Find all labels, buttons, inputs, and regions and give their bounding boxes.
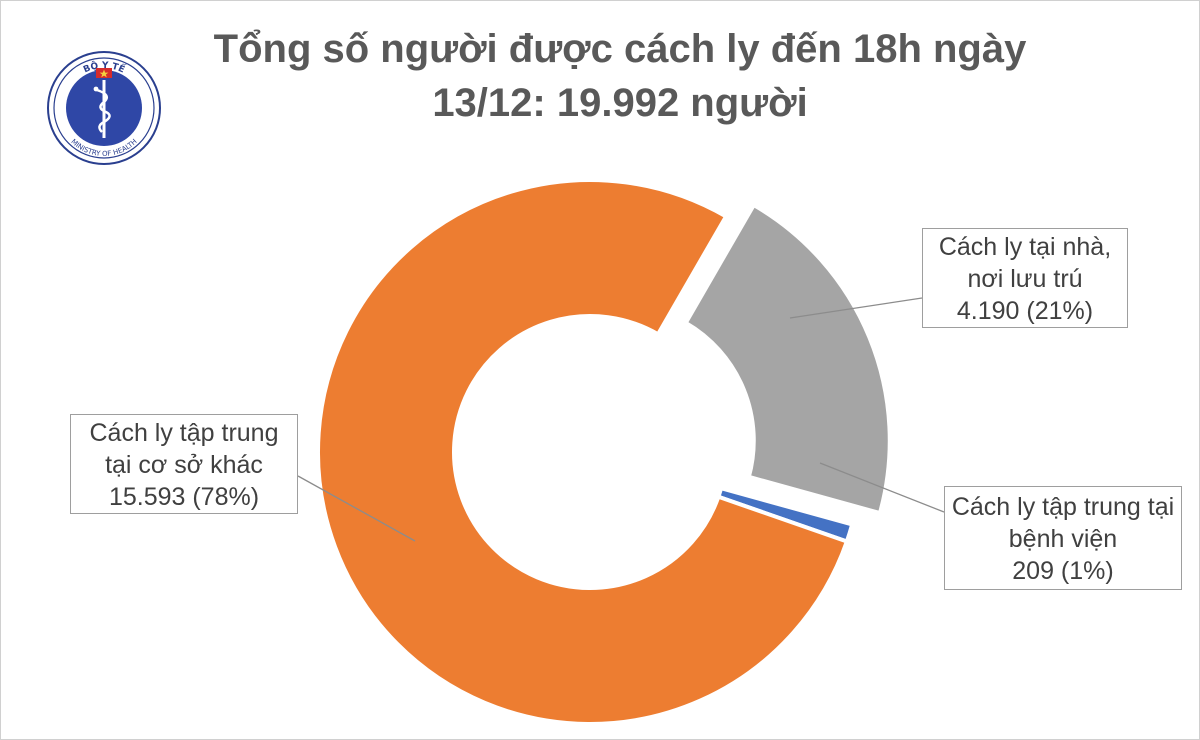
label-hospital-line-2: bệnh viện <box>1008 525 1118 553</box>
label-central-quarantine: Cách ly tập trung tại cơ sở khác 15.593 … <box>70 414 298 514</box>
label-center-line-2: tại cơ sở khác <box>105 451 263 479</box>
leader-line-hospital <box>819 462 945 513</box>
chart-title: Tổng số người được cách ly đến 18h ngày … <box>180 22 1060 130</box>
label-home-quarantine: Cách ly tại nhà, nơi lưu trú 4.190 (21%) <box>922 228 1128 328</box>
label-hospital-line-3: 209 (1%) <box>1012 557 1114 585</box>
donut-slice-0 <box>683 202 892 516</box>
title-line-2: 13/12: 19.992 người <box>432 81 808 125</box>
label-home-line-1: Cách ly tại nhà, <box>938 233 1112 261</box>
leader-line-center <box>297 475 416 542</box>
label-center-line-3: 15.593 (78%) <box>108 483 260 511</box>
label-hospital-quarantine: Cách ly tập trung tại bệnh viện 209 (1%) <box>944 486 1182 590</box>
donut-slice-2 <box>316 178 850 726</box>
label-home-line-3: 4.190 (21%) <box>956 297 1094 325</box>
leader-line-home <box>789 297 923 319</box>
label-center-line-1: Cách ly tập trung <box>89 419 279 447</box>
label-home-line-2: nơi lưu trú <box>967 265 1083 293</box>
ministry-of-health-logo: BỘ Y TẾ MINISTRY OF HEALTH <box>47 51 161 165</box>
title-line-1: Tổng số người được cách ly đến 18h ngày <box>213 27 1027 71</box>
label-hospital-line-1: Cách ly tập trung tại <box>951 493 1175 521</box>
